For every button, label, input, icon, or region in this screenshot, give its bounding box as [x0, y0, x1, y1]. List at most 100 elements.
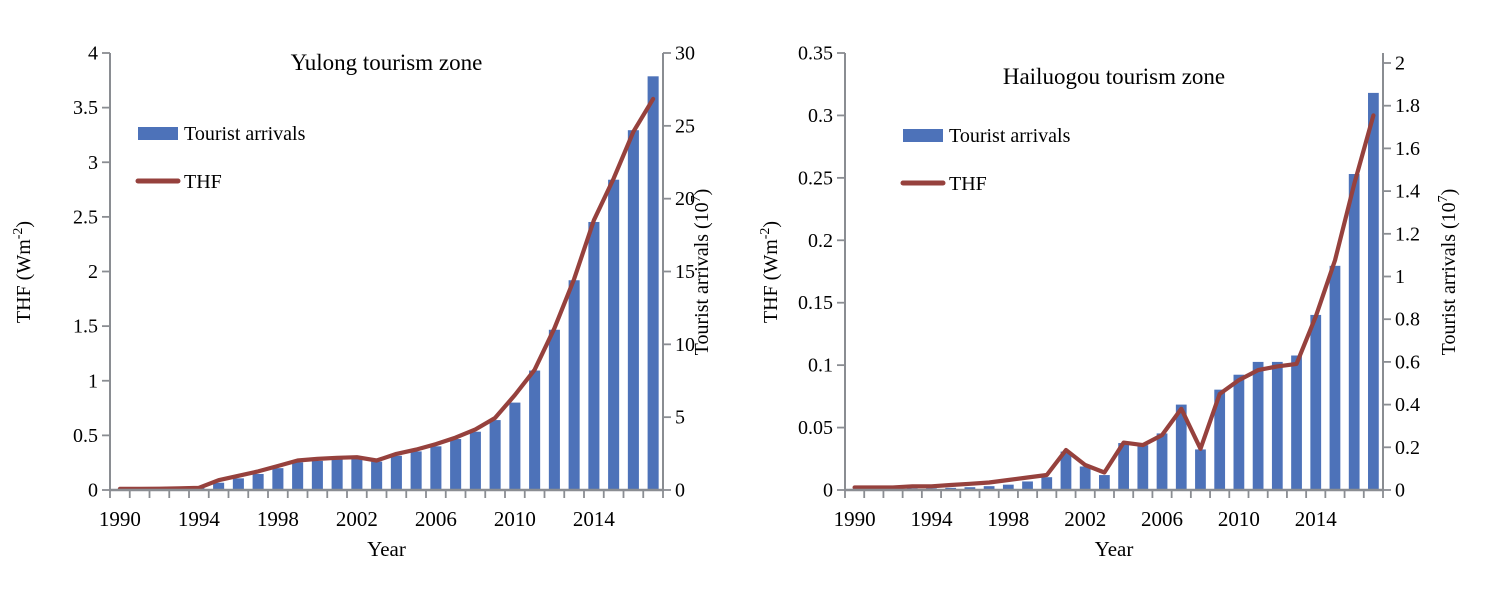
bar-2000	[311, 460, 323, 490]
left-tick-label: 0.2	[808, 230, 833, 252]
bar-2008	[1195, 449, 1206, 490]
left-tick-label: 1	[88, 370, 98, 392]
bar-2014	[1310, 314, 1322, 490]
right-tick-label: 0.8	[1395, 309, 1420, 331]
x-tick-label: 1994	[911, 507, 954, 531]
legend-bar-label: Tourist arrivals	[949, 125, 1071, 147]
right-tick-label: 1.4	[1395, 181, 1420, 203]
x-tick-label: 2006	[415, 507, 457, 531]
x-tick-label: 2002	[336, 507, 378, 531]
x-tick-label: 2006	[1141, 507, 1183, 531]
left-tick-label: 0.35	[798, 43, 833, 65]
left-tick-label: 0.1	[808, 355, 833, 377]
right-tick-label: 15	[675, 261, 695, 283]
bar-2015	[1329, 265, 1341, 490]
tourist-arrivals-bars	[849, 92, 1379, 490]
axes	[837, 52, 1391, 498]
bar-2005	[1137, 445, 1149, 490]
hailuogou-tourism-zone-chart: Hailuogou tourism zone 0 0.05 0.1 0.15 0.2 0.2…	[753, 0, 1506, 590]
x-tick-label: 2010	[1218, 507, 1260, 531]
bar-2017	[647, 76, 659, 490]
x-tick-label: 1998	[257, 507, 299, 531]
thf-line	[852, 113, 1376, 490]
right-tick-label: 0	[675, 480, 685, 502]
x-tick-label: 1990	[99, 507, 141, 531]
x-axis-title: Year	[1095, 537, 1134, 561]
hailuogou-chart-canvas: Hailuogou tourism zone 0 0.05 0.1 0.15 0.2 0.2…	[758, 43, 1460, 562]
x-tick-label: 1998	[987, 507, 1029, 531]
x-tick-label: 2010	[494, 507, 536, 531]
right-axis-title: Tourist arrivals (107)	[689, 189, 713, 356]
bar-2000	[1041, 477, 1053, 490]
left-tick-label: 0	[88, 480, 98, 502]
x-tick-label: 2014	[573, 507, 616, 531]
bar-2006	[430, 446, 442, 490]
chart-title: Hailuogou tourism zone	[1003, 64, 1225, 89]
left-axis-title: THF (Wm-2)	[758, 221, 782, 323]
bar-1997	[983, 486, 995, 490]
chart-title: Yulong tourism zone	[291, 50, 483, 75]
legend-line-label: THF	[949, 173, 987, 195]
right-tick-label: 5	[675, 407, 685, 429]
right-tick-label: 1.2	[1395, 223, 1420, 245]
bar-2013	[568, 280, 580, 490]
bar-2010	[1233, 374, 1245, 490]
bar-2001	[331, 459, 343, 490]
bar-2003	[1099, 475, 1110, 490]
left-tick-label: 2	[88, 261, 98, 283]
bar-2013	[1291, 355, 1302, 490]
bar-1996	[232, 478, 244, 490]
left-tick-label: 0.25	[798, 167, 833, 189]
right-tick-label: 0	[1395, 480, 1405, 502]
bar-2003	[371, 461, 383, 490]
right-tick-label: 2	[1395, 53, 1405, 75]
bar-2016	[1348, 174, 1360, 490]
bar-1996	[964, 487, 976, 490]
left-tick-label: 0.05	[798, 417, 833, 439]
bar-2006	[1156, 433, 1168, 490]
bar-2008	[469, 431, 481, 490]
bar-2015	[608, 179, 620, 491]
bar-1999	[292, 462, 304, 490]
right-tick-label: 10	[675, 334, 695, 356]
bar-2007	[450, 439, 462, 490]
right-tick-label: 1	[1395, 266, 1405, 288]
legend-bar-label: Tourist arrivals	[184, 123, 306, 145]
bar-1995	[213, 482, 225, 490]
bar-1997	[252, 473, 264, 490]
x-tick-label: 1994	[178, 507, 221, 531]
bar-2011	[529, 370, 541, 490]
x-axis-title: Year	[367, 537, 406, 561]
left-tick-label: 0	[823, 480, 833, 502]
bar-2009	[1214, 389, 1226, 490]
left-tick-label: 3.5	[73, 97, 98, 119]
left-tick-label: 4	[88, 43, 98, 65]
left-tick-label: 0.15	[798, 292, 833, 314]
bar-2012	[548, 329, 560, 490]
bar-2011	[1252, 361, 1264, 490]
axes	[102, 52, 671, 498]
x-tick-label: 2014	[1295, 507, 1338, 531]
legend: Tourist arrivals THF	[900, 125, 1071, 195]
right-axis-title: Tourist arrivals (107)	[1436, 189, 1460, 356]
left-tick-label: 3	[88, 152, 98, 174]
x-tick-label: 2002	[1064, 507, 1106, 531]
bar-2001	[1060, 451, 1072, 490]
bar-2012	[1271, 361, 1283, 490]
bar-2005	[410, 451, 422, 490]
right-tick-label: 1.8	[1395, 95, 1420, 117]
bar-1999	[1022, 481, 1033, 490]
yulong-tourism-zone-chart: Yulong tourism zone 0 0.5 1 1.5 2 2.5 3 3.5 4 0 5 10…	[11, 43, 713, 562]
tourist-arrivals-bars	[114, 76, 659, 491]
right-tick-label: 0.4	[1395, 394, 1420, 416]
bar-2007	[1175, 404, 1187, 490]
left-axis-title: THF (Wm-2)	[11, 221, 35, 323]
bar-2004	[390, 455, 402, 490]
legend-bar-swatch	[138, 127, 178, 140]
right-tick-label: 0.6	[1395, 351, 1420, 373]
right-tick-label: 30	[675, 43, 695, 65]
bar-1998	[272, 468, 284, 490]
right-tick-label: 1.6	[1395, 138, 1420, 160]
left-tick-label: 0.3	[808, 105, 833, 127]
